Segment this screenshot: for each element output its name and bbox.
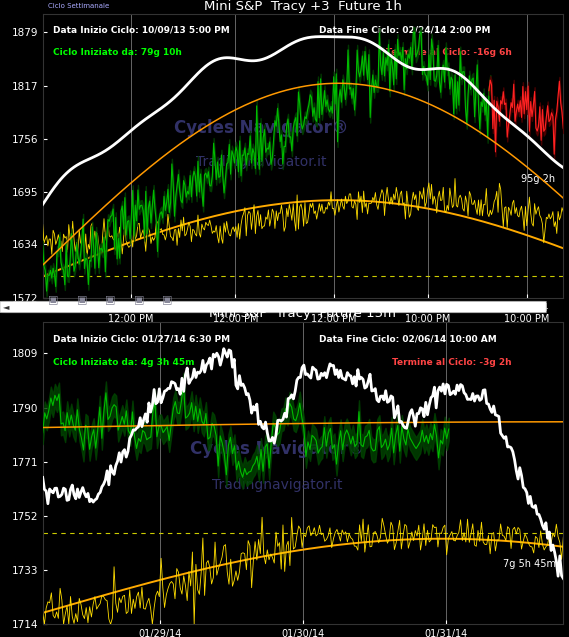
Text: ▣: ▣	[105, 296, 116, 305]
Text: Data Inizio Ciclo: 01/27/14 6:30 PM: Data Inizio Ciclo: 01/27/14 6:30 PM	[53, 334, 230, 343]
Text: Termine al Ciclo: -3g 2h: Termine al Ciclo: -3g 2h	[391, 358, 511, 368]
Text: ▣: ▣	[162, 296, 173, 305]
Text: Termine al Ciclo: -16g 6h: Termine al Ciclo: -16g 6h	[386, 48, 512, 57]
Text: ▣: ▣	[134, 296, 145, 305]
Text: Tradingnavigator.it: Tradingnavigator.it	[212, 478, 342, 492]
FancyBboxPatch shape	[0, 301, 546, 313]
Text: Mini S&P  Tracy  Future 15m: Mini S&P Tracy Future 15m	[209, 308, 397, 320]
Text: Ciclo Iniziato da: 4g 3h 45m: Ciclo Iniziato da: 4g 3h 45m	[53, 358, 195, 368]
Text: 95g 2h: 95g 2h	[521, 174, 555, 183]
Text: ◄: ◄	[3, 303, 9, 311]
Text: ▣: ▣	[76, 296, 87, 305]
Text: Ciclo Iniziato da: 79g 10h: Ciclo Iniziato da: 79g 10h	[53, 48, 182, 57]
Text: Data Fine Ciclo: 02/24/14 2:00 PM: Data Fine Ciclo: 02/24/14 2:00 PM	[319, 25, 490, 34]
Text: Data Fine Ciclo: 02/06/14 10:00 AM: Data Fine Ciclo: 02/06/14 10:00 AM	[319, 334, 496, 343]
Text: Data Inizio Ciclo: 10/09/13 5:00 PM: Data Inizio Ciclo: 10/09/13 5:00 PM	[53, 25, 230, 34]
Text: ▣: ▣	[48, 296, 59, 305]
Text: Tradingnavigator.it: Tradingnavigator.it	[196, 155, 327, 169]
Text: Mini S&P  Tracy +3  Future 1h: Mini S&P Tracy +3 Future 1h	[204, 0, 402, 13]
Text: Cycles Navigator®: Cycles Navigator®	[190, 440, 364, 458]
Text: Ciclo Settimanale: Ciclo Settimanale	[48, 3, 109, 9]
Text: Cycles Navigator®: Cycles Navigator®	[174, 118, 349, 136]
Text: 7g 5h 45m: 7g 5h 45m	[502, 559, 555, 569]
